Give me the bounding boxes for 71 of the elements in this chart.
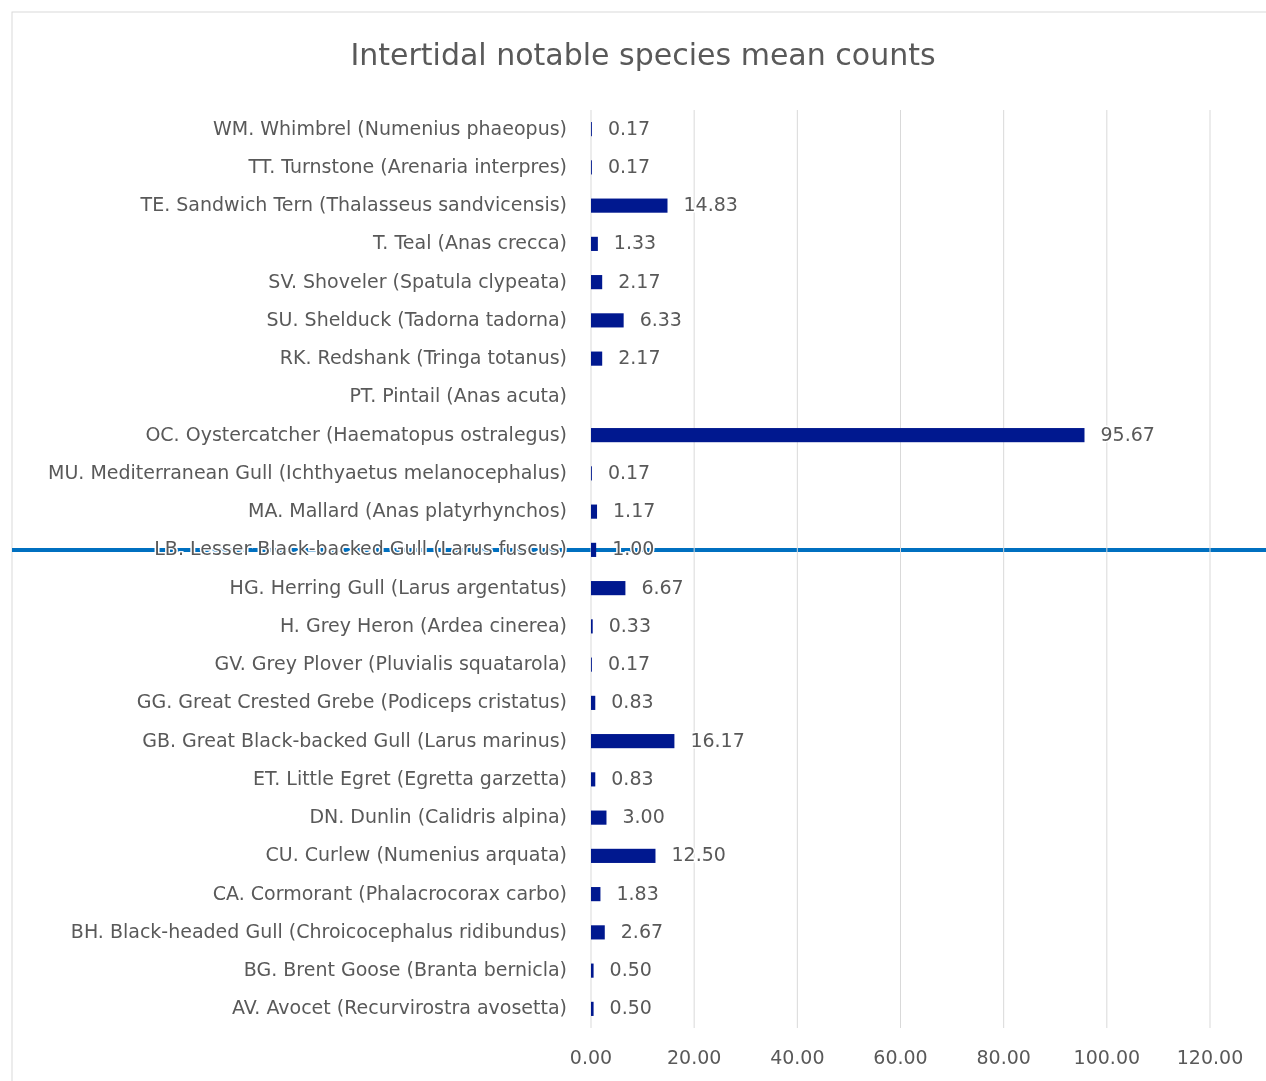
- y-tick-label: SV. Shoveler (Spatula clypeata): [268, 269, 567, 292]
- data-label: 14.83: [683, 193, 738, 216]
- y-tick-label: T. Teal (Anas crecca): [372, 231, 567, 254]
- x-tick-label: 120.00: [1176, 1045, 1244, 1068]
- y-tick-label: GV. Grey Plover (Pluvialis squatarola): [214, 652, 567, 675]
- bar: [591, 925, 605, 940]
- data-label: 1.17: [613, 499, 656, 522]
- y-tick-label: H. Grey Heron (Ardea cinerea): [279, 613, 567, 636]
- y-tick-label: RK. Redshank (Tringa totanus): [279, 346, 567, 369]
- data-label: 2.17: [618, 269, 661, 292]
- y-tick-label: BH. Black-headed Gull (Chroicocephalus ridibundus): [70, 919, 567, 942]
- data-label: 1.33: [613, 231, 657, 254]
- bar: [591, 772, 596, 787]
- y-tick-label: BG. Brent Goose (Branta bernicla): [243, 958, 567, 981]
- x-tick-label: 40.00: [770, 1045, 825, 1068]
- data-label: 6.33: [639, 307, 682, 330]
- data-label: 6.67: [641, 575, 684, 598]
- y-tick-label: OC. Oystercatcher (Haematopus ostralegus): [145, 422, 567, 445]
- data-label: 2.17: [618, 346, 661, 369]
- bar: [591, 581, 626, 596]
- y-tick-label: GG. Great Crested Grebe (Podiceps cristatus): [136, 690, 567, 713]
- y-tick-label: CU. Curlew (Numenius arquata): [265, 843, 567, 866]
- y-tick-label: HG. Herring Gull (Larus argentatus): [229, 575, 567, 598]
- y-tick-label: AV. Avocet (Recurvirostra avosetta): [232, 996, 567, 1019]
- y-tick-label: WM. Whimbrel (Numenius phaeopus): [213, 116, 567, 139]
- data-label: 0.83: [611, 690, 654, 713]
- y-tick-label: TE. Sandwich Tern (Thalasseus sandvicensis): [139, 193, 567, 216]
- y-tick-label: PT. Pintail (Anas acuta): [349, 384, 567, 407]
- data-label: 0.33: [608, 613, 652, 636]
- bar: [591, 734, 675, 749]
- data-label: 0.17: [607, 116, 651, 139]
- data-label: 0.50: [609, 958, 652, 981]
- y-tick-label: TT. Turnstone (Arenaria interpres): [247, 154, 567, 177]
- data-label: 0.17: [607, 154, 651, 177]
- y-tick-label: DN. Dunlin (Calidris alpina): [309, 805, 567, 828]
- data-label: 0.17: [607, 652, 651, 675]
- y-tick-label: SU. Shelduck (Tadorna tadorna): [266, 307, 567, 330]
- chart-title: Intertidal notable species mean counts: [350, 36, 936, 72]
- data-label: 16.17: [690, 728, 745, 751]
- bar: [591, 963, 594, 978]
- bar: [591, 695, 596, 710]
- bar: [591, 1001, 594, 1016]
- bar: [591, 542, 597, 557]
- bar: [591, 198, 668, 213]
- data-label: 0.17: [607, 460, 651, 483]
- bar: [591, 236, 598, 251]
- x-tick-label: 80.00: [976, 1045, 1031, 1068]
- data-label: 1.83: [616, 881, 659, 904]
- bar: [591, 275, 603, 290]
- data-label: 3.00: [622, 805, 665, 828]
- x-tick-label: 20.00: [666, 1045, 722, 1068]
- data-label: 12.50: [671, 843, 726, 866]
- x-tick-label: 0.00: [569, 1045, 613, 1068]
- bar: [591, 351, 603, 366]
- data-label: 2.67: [620, 919, 664, 942]
- data-label: 95.67: [1100, 422, 1155, 445]
- data-label: 0.50: [609, 996, 652, 1019]
- bar: [591, 810, 607, 825]
- bar: [591, 504, 598, 519]
- y-tick-label: CA. Cormorant (Phalacrocorax carbo): [212, 881, 567, 904]
- x-tick-label: 100.00: [1073, 1045, 1141, 1068]
- x-tick-label: 60.00: [873, 1045, 928, 1068]
- y-tick-label: ET. Little Egret (Egretta garzetta): [252, 766, 567, 789]
- y-tick-label: MA. Mallard (Anas platyrhynchos): [248, 499, 567, 522]
- data-label: 0.83: [611, 766, 654, 789]
- bar: [591, 887, 601, 902]
- bar: [591, 848, 656, 863]
- bar: [591, 428, 1085, 443]
- y-tick-label: GB. Great Black-backed Gull (Larus marinus): [142, 728, 567, 751]
- bar: [591, 313, 624, 328]
- y-tick-label: MU. Mediterranean Gull (Ichthyaetus melanocephalus): [48, 460, 567, 483]
